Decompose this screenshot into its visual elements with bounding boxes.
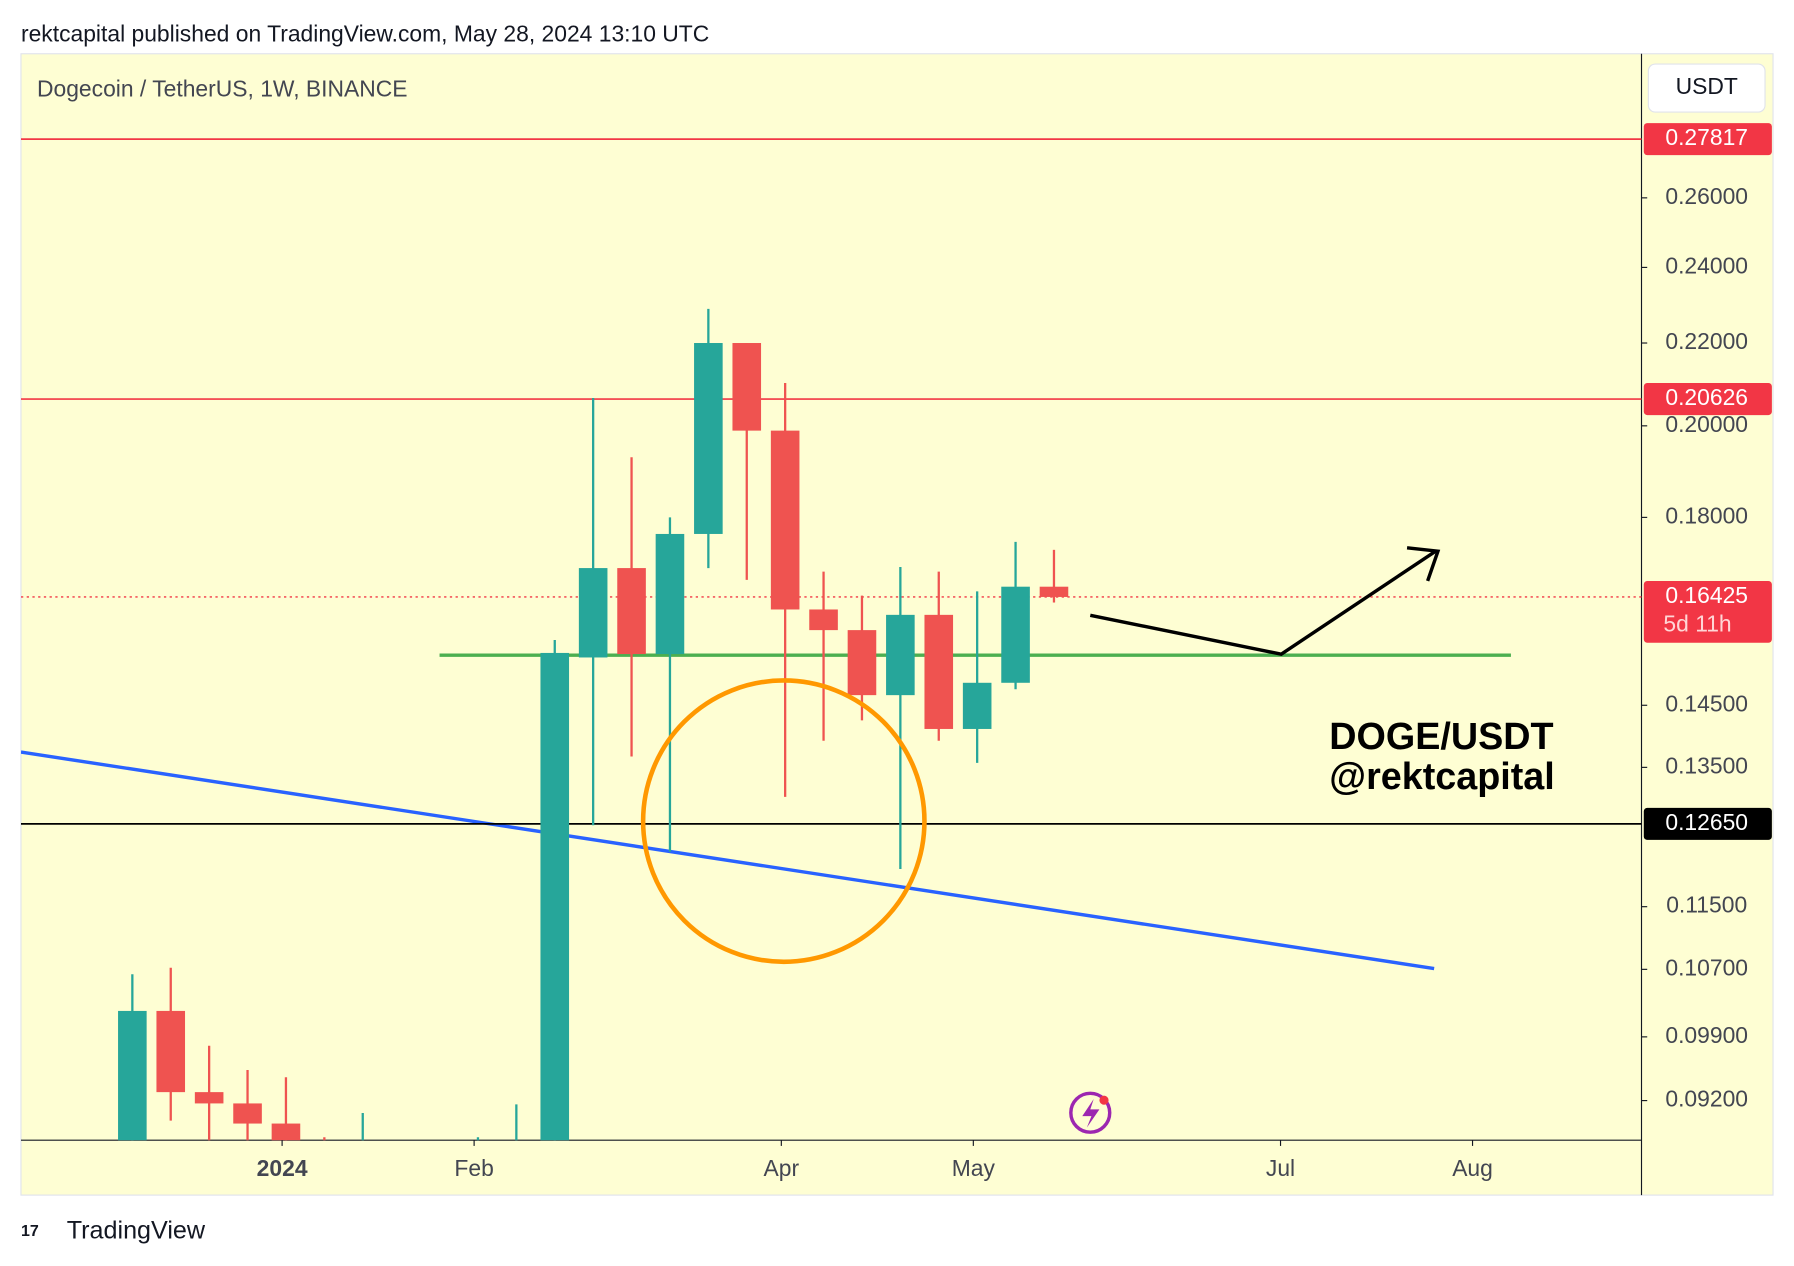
logo-mark: 17 — [21, 1223, 39, 1240]
price-tag — [1643, 383, 1772, 416]
price-tag — [1643, 807, 1772, 840]
drawings — [640, 546, 1441, 1134]
x-tick-label: Jul — [1266, 1155, 1295, 1181]
price-tag-label: 0.12650 — [1665, 809, 1748, 835]
y-tick-label: 0.20000 — [1665, 411, 1748, 437]
candle-body — [924, 614, 954, 729]
candle-body — [809, 609, 838, 631]
candle-body — [271, 1123, 301, 1141]
y-tick-label: 0.14500 — [1665, 690, 1748, 716]
x-tick-label: Apr — [764, 1155, 800, 1181]
candle-body — [118, 1010, 147, 1141]
x-tick-label: May — [952, 1155, 996, 1181]
y-tick-label: 0.09900 — [1665, 1022, 1748, 1048]
x-tick-label: Aug — [1452, 1155, 1493, 1181]
countdown-label: 5d 11h — [1663, 611, 1731, 637]
annotation: @rektcapital — [1329, 755, 1554, 797]
annotation: DOGE/USDT — [1329, 715, 1553, 757]
candle-body — [617, 568, 646, 655]
x-tick-label: 2024 — [257, 1155, 308, 1181]
candle-body — [578, 568, 608, 658]
candle-body — [233, 1103, 262, 1124]
price-tag-label: 0.27817 — [1665, 124, 1748, 150]
candle-body — [1001, 586, 1030, 683]
currency-label: USDT — [1676, 73, 1738, 99]
price-tag — [1643, 123, 1772, 156]
arrow-head — [1406, 546, 1441, 582]
projection-arrow — [1089, 549, 1437, 656]
replay-bolt — [1082, 1099, 1100, 1128]
candle-body — [886, 614, 915, 696]
y-tick-label: 0.26000 — [1665, 183, 1748, 209]
candle-body — [194, 1092, 224, 1104]
y-tick-label: 0.18000 — [1665, 502, 1748, 528]
y-tick-label: 0.24000 — [1665, 252, 1748, 278]
y-tick-label: 0.22000 — [1665, 328, 1748, 354]
candle-body — [156, 1010, 186, 1093]
footer-brand: TradingView — [67, 1216, 206, 1244]
price-tag-label: 0.16425 — [1665, 582, 1748, 608]
price-tag-label: 0.20626 — [1665, 384, 1748, 410]
trend-line — [20, 750, 1435, 971]
y-tick-label: 0.09200 — [1665, 1086, 1748, 1112]
candle-body — [847, 630, 877, 696]
highlight-circle — [640, 678, 927, 965]
candle-body — [1039, 586, 1069, 597]
x-tick-label: Feb — [454, 1155, 493, 1181]
replay-dot — [1099, 1095, 1109, 1105]
plot-area — [20, 138, 1642, 1141]
candle-body — [962, 682, 992, 729]
replay-icon[interactable] — [1069, 1091, 1112, 1134]
price-tag — [1643, 580, 1772, 643]
y-tick-label: 0.11500 — [1666, 892, 1747, 918]
candle-body — [732, 343, 762, 431]
symbol-title: Dogecoin / TetherUS, 1W, BINANCE — [37, 75, 408, 101]
y-tick-label: 0.10700 — [1665, 954, 1748, 980]
currency-box[interactable] — [1647, 63, 1766, 113]
candle-body — [694, 343, 723, 534]
candle-body — [655, 533, 685, 655]
y-tick-label: 0.13500 — [1665, 752, 1748, 778]
publish-header: rektcapital published on TradingView.com… — [21, 20, 709, 46]
candle-body — [540, 652, 570, 1141]
candle-body — [770, 430, 800, 610]
